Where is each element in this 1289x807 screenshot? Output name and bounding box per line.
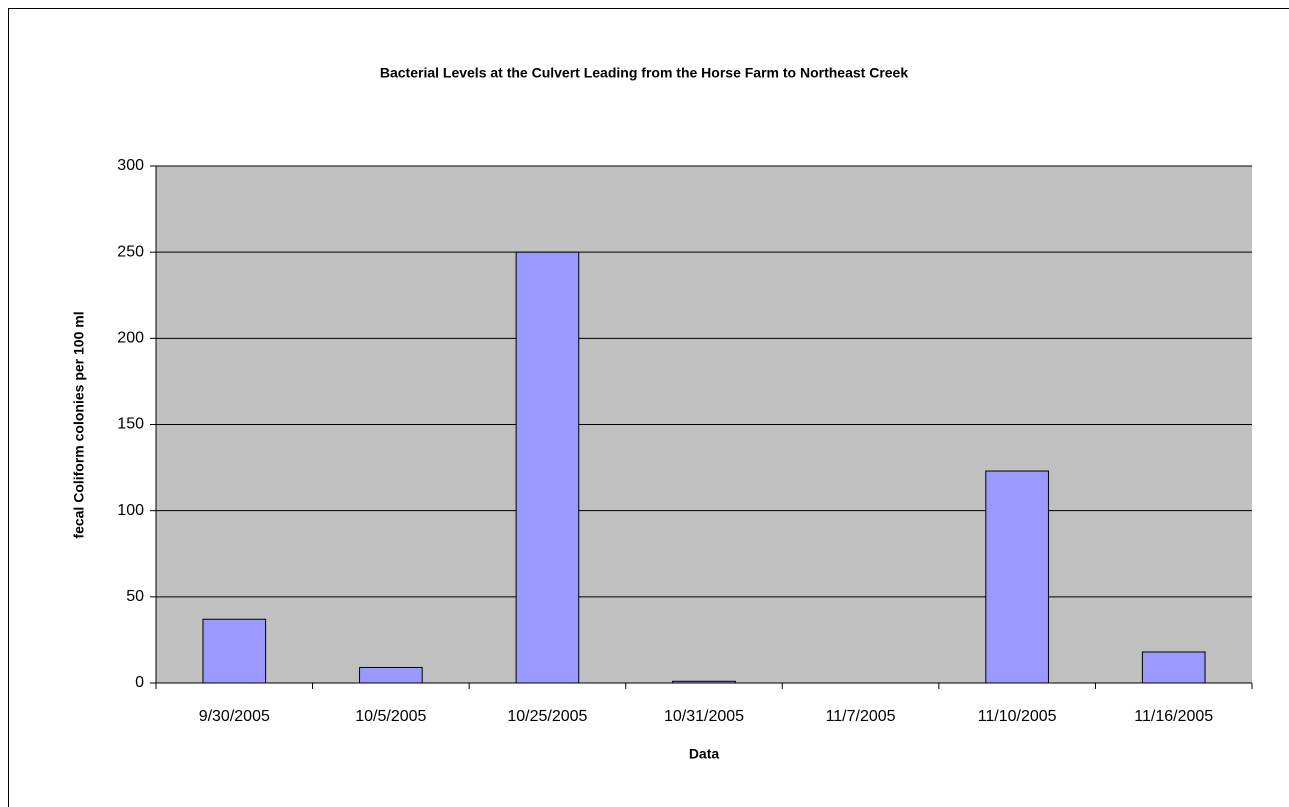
bar xyxy=(202,618,267,684)
y-tick-label: 0 xyxy=(135,674,144,691)
y-tick-label: 50 xyxy=(126,588,144,605)
x-tick-label: 10/25/2005 xyxy=(507,708,587,725)
bar xyxy=(359,666,423,684)
x-tick-label: 11/10/2005 xyxy=(978,708,1057,725)
bar xyxy=(985,470,1049,684)
x-tick-label: 10/5/2005 xyxy=(355,708,426,725)
chart-title: Bacterial Levels at the Culvert Leading … xyxy=(380,65,908,81)
y-tick-label: 300 xyxy=(117,157,144,174)
y-tick-label: 200 xyxy=(117,330,144,347)
y-axis-label: fecal Coliform colonies per 100 ml xyxy=(71,311,87,538)
x-axis-label: Data xyxy=(689,746,720,762)
y-tick-label: 150 xyxy=(117,416,144,433)
x-tick-label: 11/16/2005 xyxy=(1134,708,1213,725)
x-tick-label: 9/30/2005 xyxy=(199,708,270,725)
bar xyxy=(1141,651,1206,684)
x-tick-label: 11/7/2005 xyxy=(826,708,896,725)
bar xyxy=(672,680,736,684)
y-tick-label: 250 xyxy=(117,243,144,260)
bar xyxy=(515,251,580,684)
x-tick-label: 10/31/2005 xyxy=(664,708,744,725)
y-tick-label: 100 xyxy=(117,502,144,519)
